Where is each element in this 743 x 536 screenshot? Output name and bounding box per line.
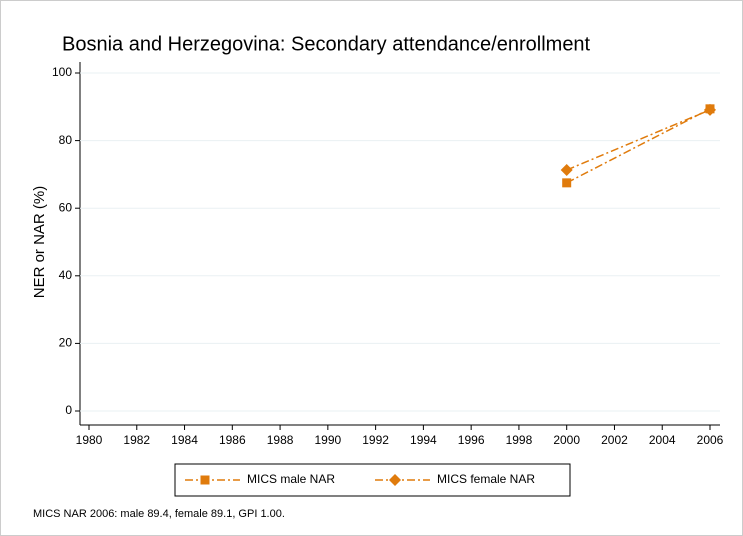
x-tick-label: 1996 (458, 433, 485, 447)
marker-square (562, 178, 572, 188)
y-tick-label: 20 (59, 336, 73, 350)
x-tick-label: 1990 (314, 433, 341, 447)
x-tick-label: 1994 (410, 433, 437, 447)
legend-label: MICS female NAR (437, 472, 535, 486)
marker-diamond (560, 164, 573, 177)
x-tick-label: 1992 (362, 433, 389, 447)
y-tick-label: 100 (52, 65, 72, 79)
y-axis-label: NER or NAR (%) (31, 186, 48, 299)
x-tick-label: 2000 (553, 433, 580, 447)
legend-label: MICS male NAR (247, 472, 335, 486)
x-tick-label: 1988 (267, 433, 294, 447)
legend (174, 463, 571, 497)
x-tick-label: 2006 (697, 433, 724, 447)
x-tick-label: 2002 (601, 433, 628, 447)
y-tick-label: 80 (59, 133, 73, 147)
x-tick-label: 2004 (649, 433, 676, 447)
series-line (566, 108, 711, 184)
x-tick-label: 1980 (76, 433, 103, 447)
legend-marker (389, 474, 401, 486)
series-line (566, 109, 711, 171)
y-tick-label: 60 (59, 200, 73, 214)
y-tick-label: 40 (59, 268, 73, 282)
legend-marker (200, 475, 210, 485)
x-tick-label: 1982 (123, 433, 150, 447)
note: MICS NAR 2006: male 89.4, female 89.1, G… (33, 508, 285, 520)
x-tick-label: 1986 (219, 433, 246, 447)
marker-diamond (704, 103, 716, 116)
y-tick-label: 0 (65, 403, 72, 417)
x-tick-label: 1984 (171, 433, 198, 447)
chart-title: Bosnia and Herzegovina: Secondary attend… (62, 33, 591, 55)
x-tick-label: 1998 (506, 433, 533, 447)
